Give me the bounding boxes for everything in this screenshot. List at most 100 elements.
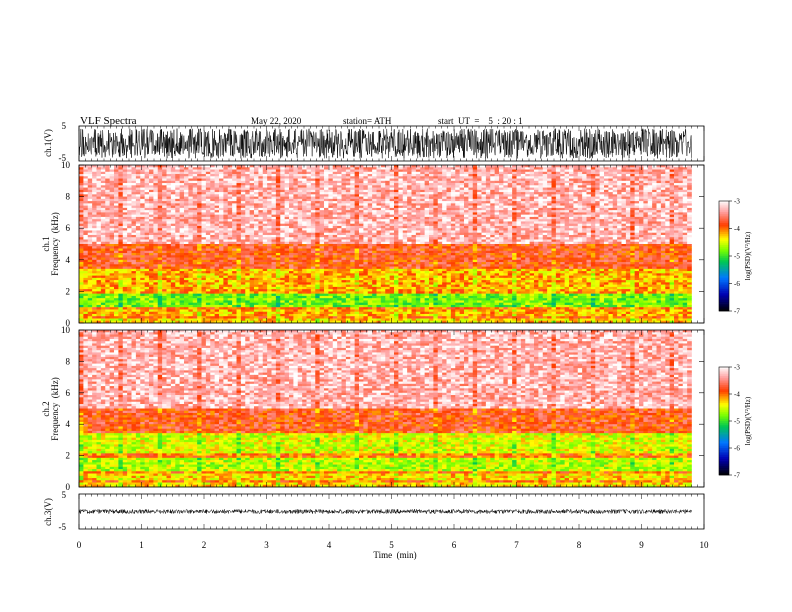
spectrogram-cell [236,169,242,173]
spectrogram-cell [634,232,640,236]
spectrogram-cell [499,180,504,184]
spectrogram-cell [227,176,233,179]
spectrogram-cell [647,223,653,227]
spectrogram-cell [595,174,600,177]
spectrogram-cell [297,205,303,209]
spectrogram-cell [682,216,688,220]
spectrogram-cell [267,189,272,193]
spectrogram-cell [674,167,679,170]
spectrogram-cell [135,176,141,179]
spectrogram-cell [411,192,417,195]
spectrogram-cell [577,194,583,197]
spectrogram-cell [337,196,342,200]
spectrogram-cell [389,207,395,211]
spectrogram-cell [534,214,539,218]
spectrogram-cell [127,189,132,193]
waveform-line [78,127,692,159]
spectrogram-cell [100,169,106,173]
spectrogram-cell [271,205,277,209]
spectrogram-cell [376,198,382,202]
spectrogram-cell [83,176,89,179]
spectrogram-cell [254,244,259,247]
spectrogram-cell [232,232,237,236]
spectrogram-cell [223,221,229,224]
spectrogram-cell [337,212,342,215]
spectrogram-cell [494,237,500,240]
spectrogram-cell [669,210,675,213]
spectrogram-cell [429,219,434,222]
spectrogram-cell [144,210,150,213]
spectrogram-cell [140,174,145,177]
spectrogram-cell [262,169,268,173]
spectrogram-cell [433,167,439,170]
spectrogram-cell [472,239,478,243]
spectrogram-cell [236,212,242,215]
spectrogram-cell [319,230,325,234]
spectrogram-cell [433,212,439,215]
spectrogram-cell [485,232,491,236]
spectrogram-cell [424,171,430,175]
spectrogram-cell [293,225,299,229]
spectrogram-cell [625,232,631,236]
spectrogram-cell [630,223,635,227]
spectrogram-cell [372,212,377,215]
spectrogram-cell [442,198,447,202]
spectrogram-cell [599,203,605,206]
spectrogram-cell [345,180,351,184]
spectrogram-cell [280,239,285,243]
spectrogram-cell [534,194,539,197]
spectrogram-cell [660,192,666,195]
spectrogram-cell [569,205,574,209]
spectrogram-cell [245,180,250,184]
spectrogram-cell [262,237,268,240]
spectrogram-cell [293,187,299,191]
spectrogram-cell [275,167,281,170]
spectrogram-cell [459,205,465,209]
spectrogram-cell [109,187,115,191]
spectrogram-cell [389,192,395,195]
spectrogram-cell [170,196,176,200]
spectrogram-cell [630,185,635,188]
spectrogram-cell [586,216,592,220]
spectrogram-cell [79,194,84,197]
spectrogram-cell [512,174,517,177]
spectrogram-cell [341,234,347,238]
spectrogram-cell [424,180,430,184]
spectrogram-cell [201,232,207,236]
spectrogram-cell [166,165,172,168]
spectrogram-cell [162,192,167,195]
spectrogram-cell [647,185,653,188]
spectrogram-cell [604,205,609,209]
spectrogram-cell [398,239,404,243]
spectrogram-cell [87,244,93,247]
spectrogram-cell [612,196,618,200]
spectrogram-cell [306,207,312,211]
spectrogram-cell [380,178,386,182]
spectrogram-cell [302,241,307,245]
spectrogram-cell [210,180,215,184]
spectrogram-cell [656,178,662,182]
spectrogram-cell [512,183,517,186]
spectrogram-cell [275,183,281,186]
spectrogram-cell [582,207,587,211]
spectrogram-cell [310,185,316,188]
spectrogram-cell [122,230,128,234]
spectrogram-cell [175,210,180,213]
spectrogram-cell [140,234,145,238]
spectrogram-cell [551,189,557,193]
spectrogram-cell [674,219,679,222]
spectrogram-cell [341,174,347,177]
spectrogram-cell [315,225,320,229]
spectrogram-cell [254,189,259,193]
spectrogram-cell [590,221,596,224]
spectrogram-cell [350,176,355,179]
spectrogram-cell [135,232,141,236]
spectrogram-cell [210,234,215,238]
spectrogram-cell [647,167,653,170]
spectrogram-cell [682,192,688,195]
spectrogram-cell [481,189,487,193]
spectrogram-cell [415,237,421,240]
spectrogram-cell [512,232,517,236]
spectrogram-cell [166,212,172,215]
spectrogram-cell [599,189,605,193]
